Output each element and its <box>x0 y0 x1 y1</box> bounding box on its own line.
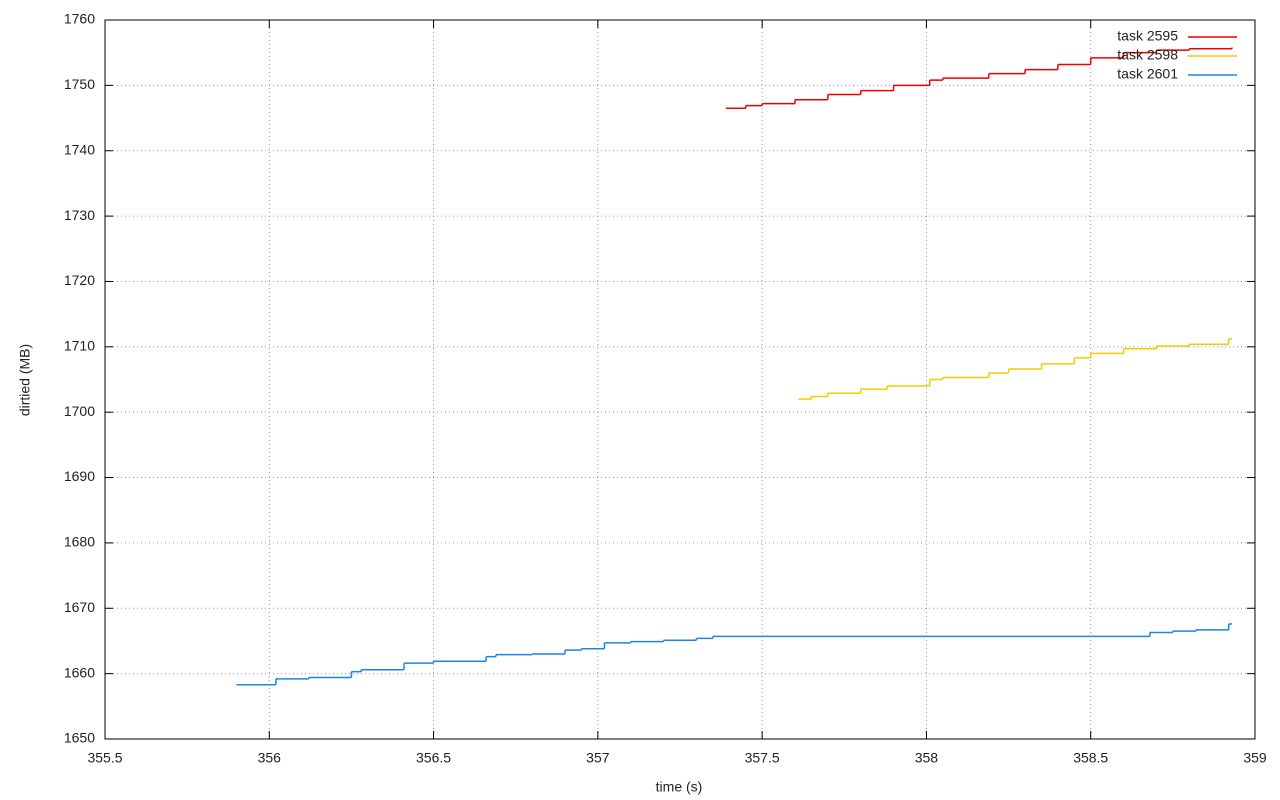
y-tick-label: 1760 <box>64 11 95 27</box>
legend-label: task 2601 <box>1117 66 1178 82</box>
y-tick-label: 1690 <box>64 468 95 484</box>
x-tick-label: 359 <box>1243 750 1267 766</box>
x-tick-label: 357.5 <box>745 750 780 766</box>
y-tick-label: 1740 <box>64 141 95 157</box>
x-tick-label: 356.5 <box>416 750 451 766</box>
x-axis-label: time (s) <box>656 779 703 795</box>
x-tick-label: 358.5 <box>1073 750 1108 766</box>
y-tick-label: 1670 <box>64 599 95 615</box>
x-tick-label: 355.5 <box>87 750 122 766</box>
legend-label: task 2595 <box>1117 28 1178 44</box>
y-tick-label: 1650 <box>64 730 95 746</box>
y-tick-label: 1720 <box>64 272 95 288</box>
y-tick-label: 1730 <box>64 207 95 223</box>
y-tick-label: 1700 <box>64 403 95 419</box>
y-tick-label: 1660 <box>64 664 95 680</box>
plot-border <box>104 19 1256 740</box>
x-tick-label: 356 <box>258 750 282 766</box>
x-tick-label: 357 <box>586 750 610 766</box>
y-tick-label: 1710 <box>64 338 95 354</box>
x-tick-label: 358 <box>915 750 939 766</box>
legend-label: task 2598 <box>1117 47 1178 63</box>
y-tick-label: 1750 <box>64 76 95 92</box>
y-tick-label: 1680 <box>64 534 95 550</box>
y-axis-label: dirtied (MB) <box>17 344 33 416</box>
